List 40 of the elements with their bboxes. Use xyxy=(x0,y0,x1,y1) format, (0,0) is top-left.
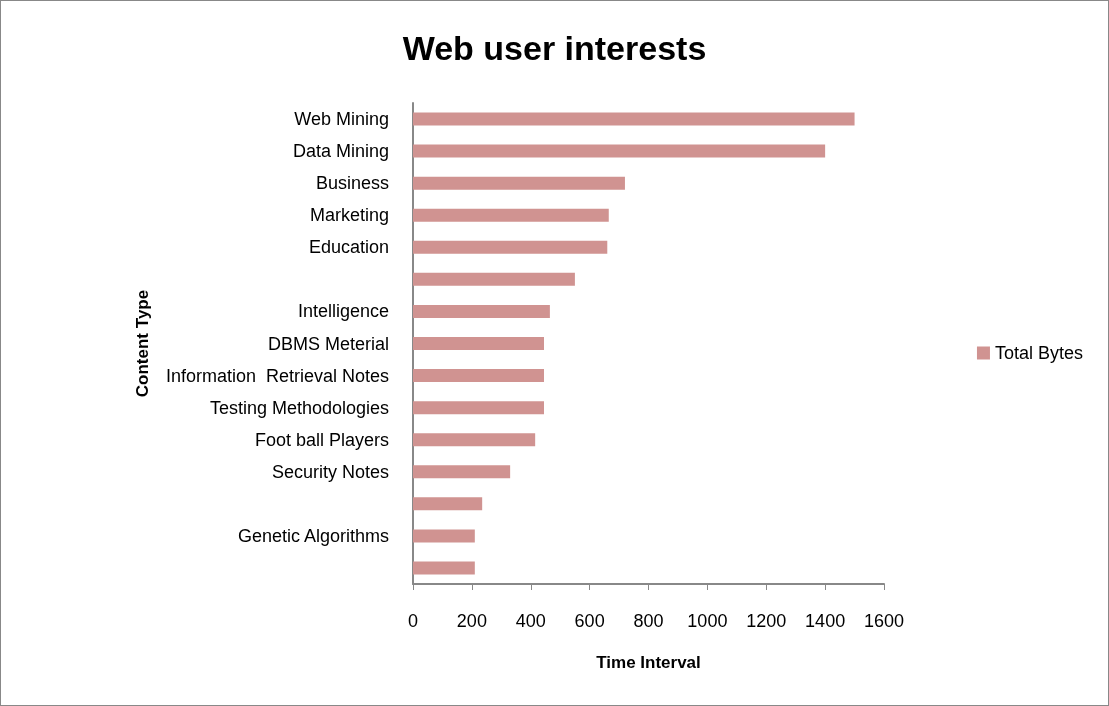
bar xyxy=(413,401,544,415)
y-tick-label: Data Mining xyxy=(292,141,389,162)
y-tick-label: Education xyxy=(308,237,389,258)
x-tick-label: 0 xyxy=(407,611,419,631)
x-tick-label: 1000 xyxy=(687,611,728,631)
bar xyxy=(413,144,826,158)
x-tick-label: 400 xyxy=(515,611,546,631)
x-tick-label: 200 xyxy=(456,611,487,631)
x-tick-label: 1600 xyxy=(863,611,905,631)
bar xyxy=(413,465,511,479)
bar xyxy=(413,433,536,447)
y-tick-label: Foot ball Players xyxy=(254,429,389,450)
bar xyxy=(413,176,625,190)
bar xyxy=(413,497,483,511)
x-axis-title: Time Interval xyxy=(596,653,701,672)
y-tick-label: DBMS Meterial xyxy=(267,333,389,354)
y-axis-title: Content Type xyxy=(133,289,152,398)
x-tick-label: 1400 xyxy=(805,611,846,631)
bar xyxy=(413,529,475,543)
y-tick-label: Information Retrieval Notes xyxy=(165,365,389,386)
x-tick-label: 800 xyxy=(633,611,664,631)
x-tick-label: 600 xyxy=(574,611,605,631)
bar xyxy=(413,272,575,286)
bar xyxy=(413,561,475,575)
y-tick-label: Testing Methodologies xyxy=(209,397,389,418)
y-tick-label: Business xyxy=(315,173,389,194)
bar xyxy=(413,304,550,318)
y-tick-label: Security Notes xyxy=(271,461,389,482)
bar xyxy=(413,240,608,254)
x-tick-label: 1200 xyxy=(746,611,787,631)
bar xyxy=(413,337,544,350)
bar xyxy=(413,208,609,222)
bar xyxy=(413,112,855,126)
bar xyxy=(413,369,544,383)
y-tick-label: Marketing xyxy=(309,205,389,226)
legend-label: Total Bytes xyxy=(994,343,1084,363)
chart-title: Web user interests xyxy=(402,29,707,67)
y-tick-label: Intelligence xyxy=(297,301,389,322)
y-tick-label: Genetic Algorithms xyxy=(237,525,389,546)
y-tick-label: Web Mining xyxy=(294,109,389,130)
